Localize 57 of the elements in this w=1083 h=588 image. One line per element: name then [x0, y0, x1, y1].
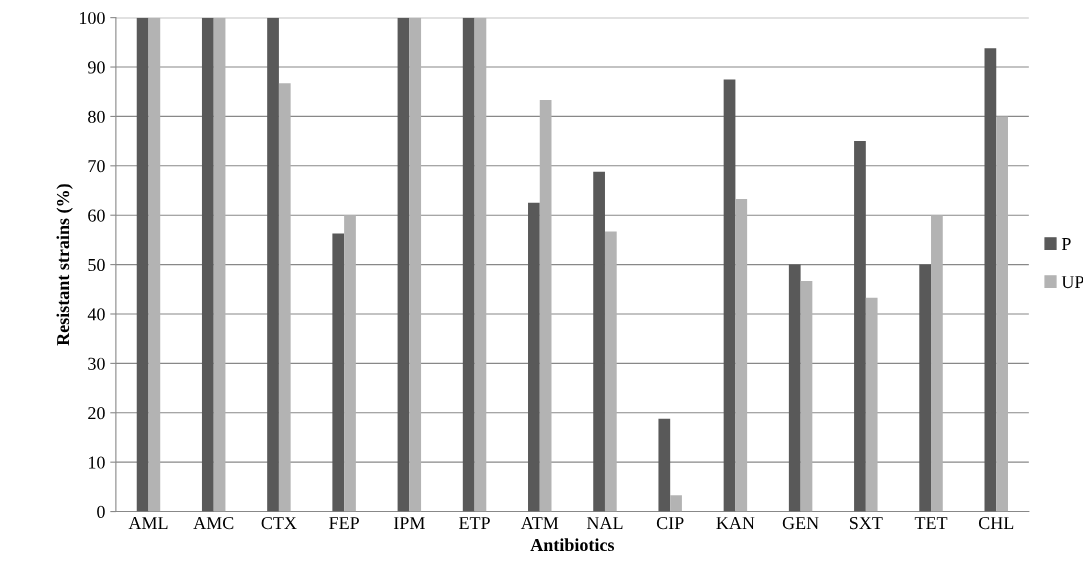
bar — [462, 17, 475, 512]
y-tick-label: 100 — [79, 11, 105, 25]
x-tick-label: CHL — [978, 516, 1014, 530]
x-tick-label: CTX — [261, 516, 297, 530]
bar — [996, 116, 1008, 512]
bar — [723, 79, 736, 512]
x-tick-label: NAL — [586, 517, 623, 529]
x-tick-label: TET — [914, 517, 948, 529]
x-tick-label: SXT — [849, 516, 883, 530]
bar — [278, 83, 291, 512]
bar — [670, 495, 682, 512]
legend-label: UP — [1061, 276, 1083, 289]
bar — [136, 17, 149, 512]
bar — [474, 17, 487, 512]
bar — [409, 17, 422, 512]
bar — [539, 100, 552, 512]
x-tick-label: AMC — [193, 516, 234, 530]
y-tick-label: 0 — [97, 505, 105, 518]
bar — [528, 202, 540, 512]
bar — [865, 297, 878, 512]
legend-label: P — [1061, 238, 1071, 250]
y-tick-label: 50 — [88, 258, 105, 272]
y-tick-label: 10 — [89, 456, 105, 469]
bar — [800, 280, 813, 512]
y-tick-label: 40 — [87, 308, 105, 321]
y-tick-label: 70 — [88, 160, 105, 173]
y-tick-label: 60 — [88, 209, 105, 222]
y-tick-label: 30 — [88, 357, 105, 370]
x-axis-title: Antibiotics — [530, 538, 615, 552]
bar — [919, 264, 932, 512]
x-tick-label: GEN — [782, 516, 819, 530]
y-tick-label: 90 — [87, 61, 105, 74]
x-tick-label: KAN — [716, 517, 755, 529]
bar — [344, 215, 356, 512]
bar — [593, 171, 605, 512]
bar — [735, 198, 748, 512]
bar — [604, 231, 617, 512]
x-tick-label: ETP — [459, 517, 490, 529]
y-tick-label: 20 — [88, 407, 105, 420]
bar — [931, 215, 943, 512]
x-tick-label: ATM — [520, 517, 559, 529]
bar — [332, 233, 345, 512]
y-axis-title: Resistant strains (%) — [56, 184, 73, 346]
bar — [201, 17, 214, 512]
bar — [788, 264, 801, 512]
bar — [854, 141, 866, 512]
bar — [148, 17, 161, 512]
x-tick-label: CIP — [656, 516, 684, 530]
bar — [658, 418, 671, 512]
x-tick-label: IPM — [393, 517, 425, 529]
bar — [213, 17, 226, 512]
bar — [267, 17, 279, 512]
y-tick-label: 80 — [88, 110, 105, 123]
bar — [984, 48, 997, 512]
x-tick-label: FEP — [329, 517, 359, 529]
x-tick-label: AML — [128, 517, 168, 529]
bar — [397, 17, 410, 512]
